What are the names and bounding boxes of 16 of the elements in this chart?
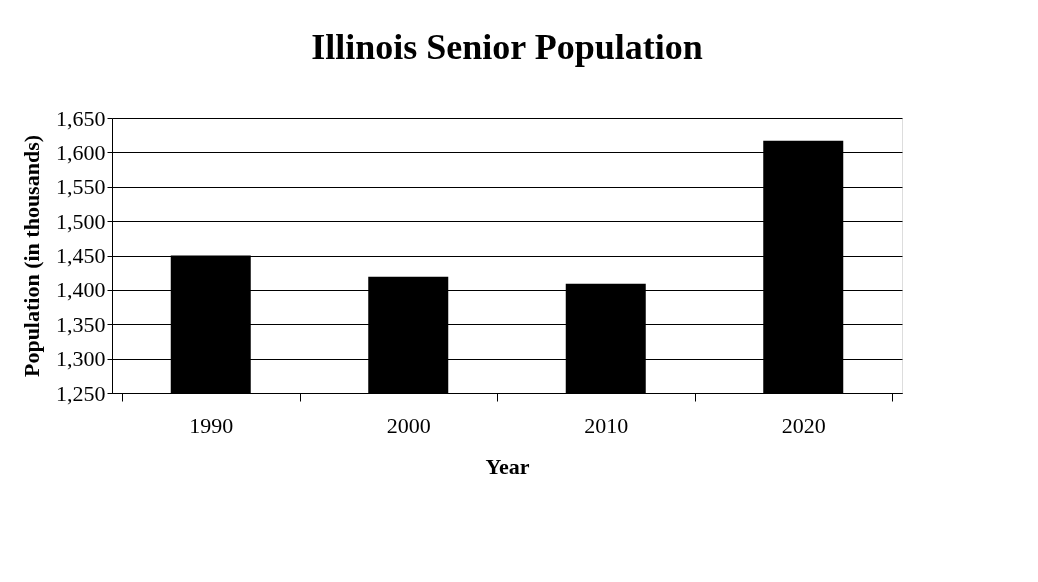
y-tick-label: 1,650 [56,105,106,131]
y-tick-label: 1,400 [56,277,106,303]
y-tick-label: 1,350 [56,311,106,337]
x-tick-label: 2010 [584,412,629,438]
x-tick-label: 1990 [189,412,234,438]
y-tick-label: 1,250 [56,380,106,406]
y-tick-label: 1,600 [56,139,106,165]
y-tick-label: 1,550 [56,174,106,200]
chart-title: Illinois Senior Population [311,27,703,67]
y-tick-label: 1,300 [56,346,106,372]
x-tick-label: 2020 [781,412,826,438]
x-axis-title: Year [485,453,530,479]
y-tick-label: 1,500 [56,208,106,234]
x-tick-label: 2000 [386,412,431,438]
y-axis-title: Population (in thousands) [19,134,44,378]
y-tick-label: 1,450 [56,243,106,268]
